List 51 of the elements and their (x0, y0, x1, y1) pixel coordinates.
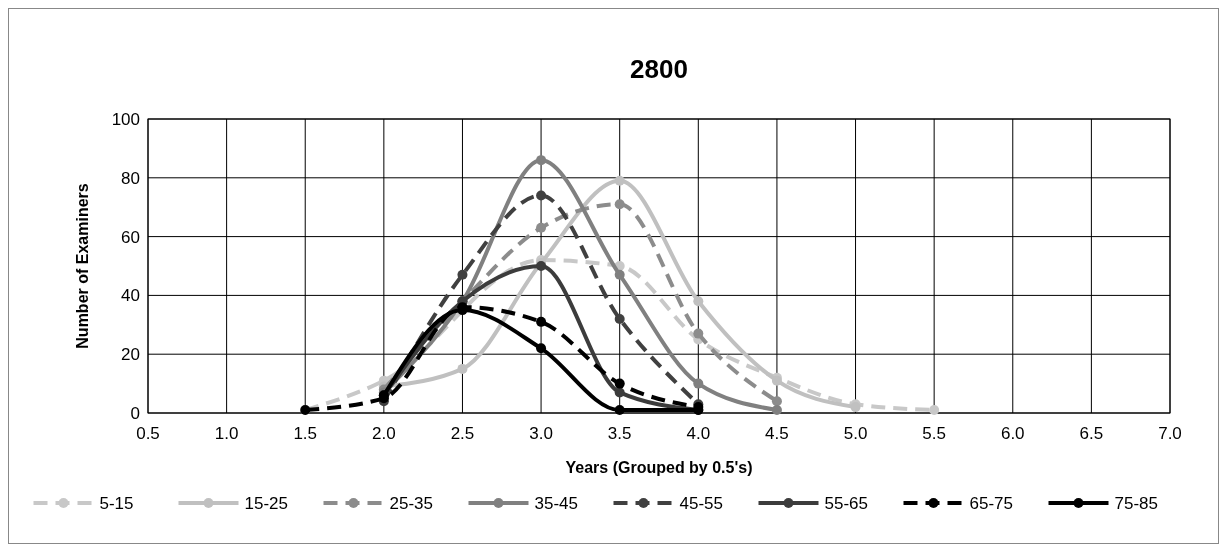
point (771, 396, 782, 407)
point (614, 378, 625, 389)
legend-label: 35-45 (534, 493, 578, 513)
x-tick-label: 1.0 (214, 424, 239, 443)
point (614, 313, 625, 324)
legend-label: 65-75 (969, 493, 1013, 513)
x-tick-label: 7.0 (1158, 424, 1182, 443)
point (693, 378, 704, 389)
x-tick-label: 6.0 (1000, 424, 1025, 443)
point (614, 175, 625, 186)
point (536, 343, 547, 354)
x-tick-label: 2.0 (372, 424, 396, 443)
point (771, 405, 782, 416)
legend-label: 15-25 (244, 493, 288, 513)
point (693, 296, 704, 307)
x-tick-label: 3.0 (529, 424, 553, 443)
point (536, 190, 547, 201)
x-tick-label: 5.0 (843, 424, 868, 443)
legend-label: 25-35 (389, 493, 433, 513)
point (536, 316, 547, 327)
x-axis-title: Years (Grouped by 0.5's) (565, 459, 753, 476)
y-tick-label: 20 (121, 345, 140, 365)
y-tick-label: 60 (121, 227, 140, 247)
point (614, 269, 625, 280)
point (929, 405, 940, 416)
legend-label: 5-15 (99, 493, 134, 513)
x-tick-label: 1.5 (293, 424, 318, 443)
x-tick-label: 6.5 (1079, 424, 1104, 443)
y-axis-title: Number of Examiners (74, 183, 91, 349)
y-tick-label: 0 (130, 403, 140, 423)
y-tick-label: 40 (121, 286, 140, 306)
point (693, 328, 704, 339)
y-tick-label: 80 (121, 168, 140, 188)
x-tick-label: 0.5 (136, 424, 160, 443)
x-tick-label: 2.5 (450, 424, 475, 443)
legend-label: 75-85 (1114, 493, 1158, 513)
x-tick-label: 4.0 (686, 424, 711, 443)
legend-label: 55-65 (824, 493, 868, 513)
point (457, 269, 468, 280)
x-tick-label: 4.5 (765, 424, 789, 443)
point (614, 405, 625, 416)
point (536, 155, 547, 166)
point (614, 387, 625, 398)
y-tick-label: 100 (111, 109, 140, 129)
point (614, 199, 625, 210)
x-tick-label: 3.5 (607, 424, 632, 443)
legend-label: 45-55 (679, 493, 723, 513)
chart-title: 2800 (630, 54, 688, 84)
x-tick-label: 5.5 (922, 424, 946, 443)
point (457, 363, 468, 374)
point (536, 222, 547, 233)
